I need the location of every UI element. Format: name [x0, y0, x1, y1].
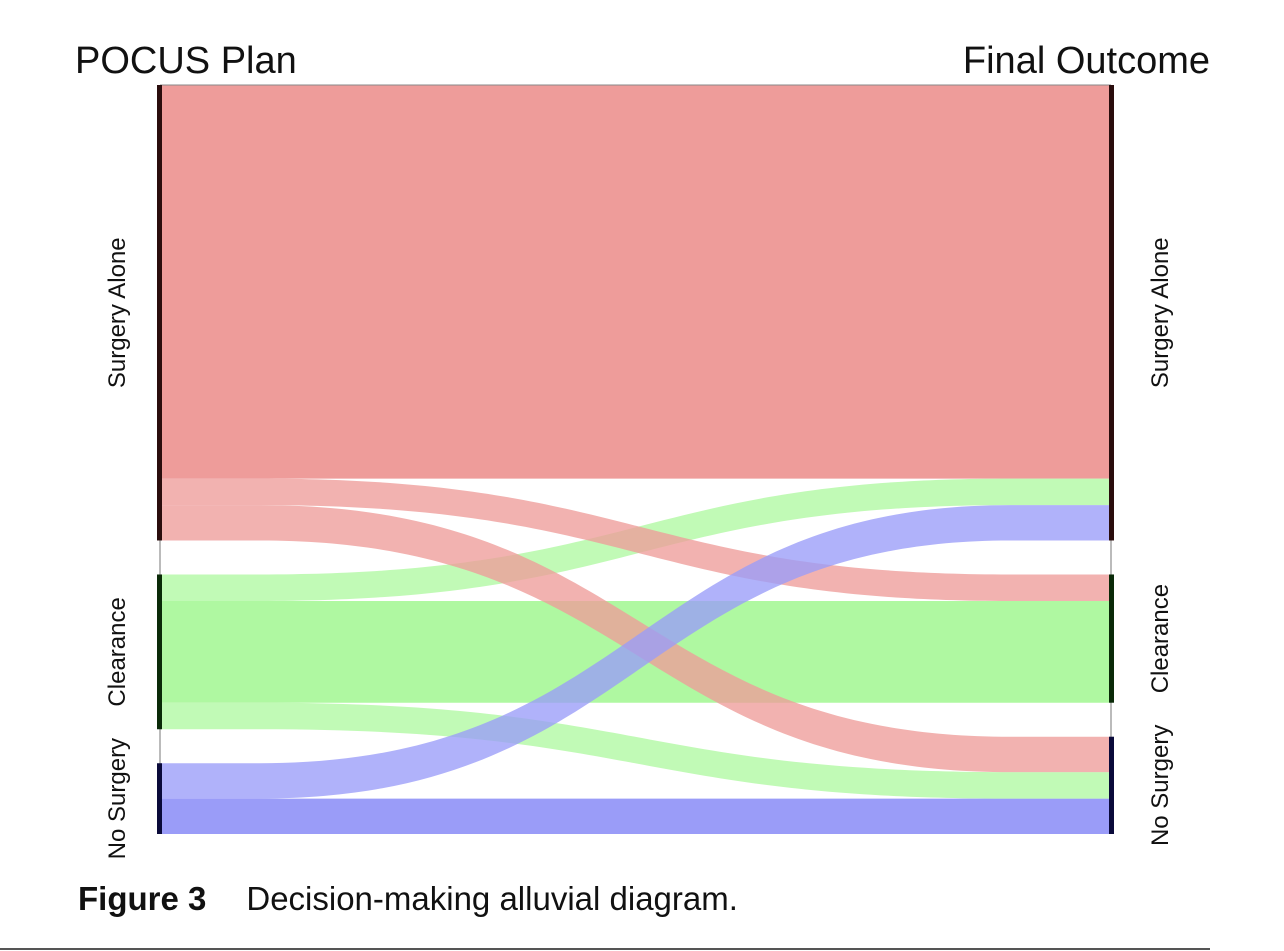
- bottom-rule: [0, 948, 1210, 950]
- left-node-bar-no-surgery: [157, 763, 162, 834]
- left-node-bar-clearance: [157, 574, 162, 730]
- right-node-label-surgery-alone: Surgery Alone: [1147, 237, 1174, 388]
- flow-no-surgery-to-no-surgery: [160, 798, 1111, 834]
- left-node-label-clearance: Clearance: [104, 597, 131, 706]
- labels-layer: Surgery Alone Surgery Alone Clearance Clear…: [104, 237, 1174, 859]
- flow-no-surgery-to-surgery-alone: [160, 505, 1111, 799]
- nodes-layer: [157, 84, 1114, 834]
- right-axis-title: Final Outcome: [963, 40, 1210, 82]
- left-node-label-surgery-alone: Surgery Alone: [104, 237, 131, 388]
- right-node-label-clearance: Clearance: [1147, 584, 1174, 693]
- left-node-label-no-surgery: No Surgery: [104, 738, 131, 859]
- figure-number: Figure 3: [78, 880, 207, 917]
- left-node-bar-surgery-alone: [157, 85, 162, 541]
- right-node-bar-surgery-alone: [1109, 85, 1114, 541]
- flow-surgery-alone-to-surgery-alone: [160, 85, 1111, 479]
- right-node-label-no-surgery: No Surgery: [1147, 725, 1174, 846]
- right-node-bar-no-surgery: [1109, 736, 1114, 834]
- right-node-bar-clearance: [1109, 574, 1114, 703]
- left-axis-title: POCUS Plan: [75, 40, 297, 82]
- flows-layer: [160, 85, 1111, 834]
- flow-clearance-to-no-surgery: [160, 702, 1111, 799]
- caption-text: Decision-making alluvial diagram.: [246, 880, 738, 917]
- figure-caption: Figure 3 Decision-making alluvial diagram…: [78, 880, 738, 918]
- flow-surgery-alone-to-clearance: [160, 478, 1111, 602]
